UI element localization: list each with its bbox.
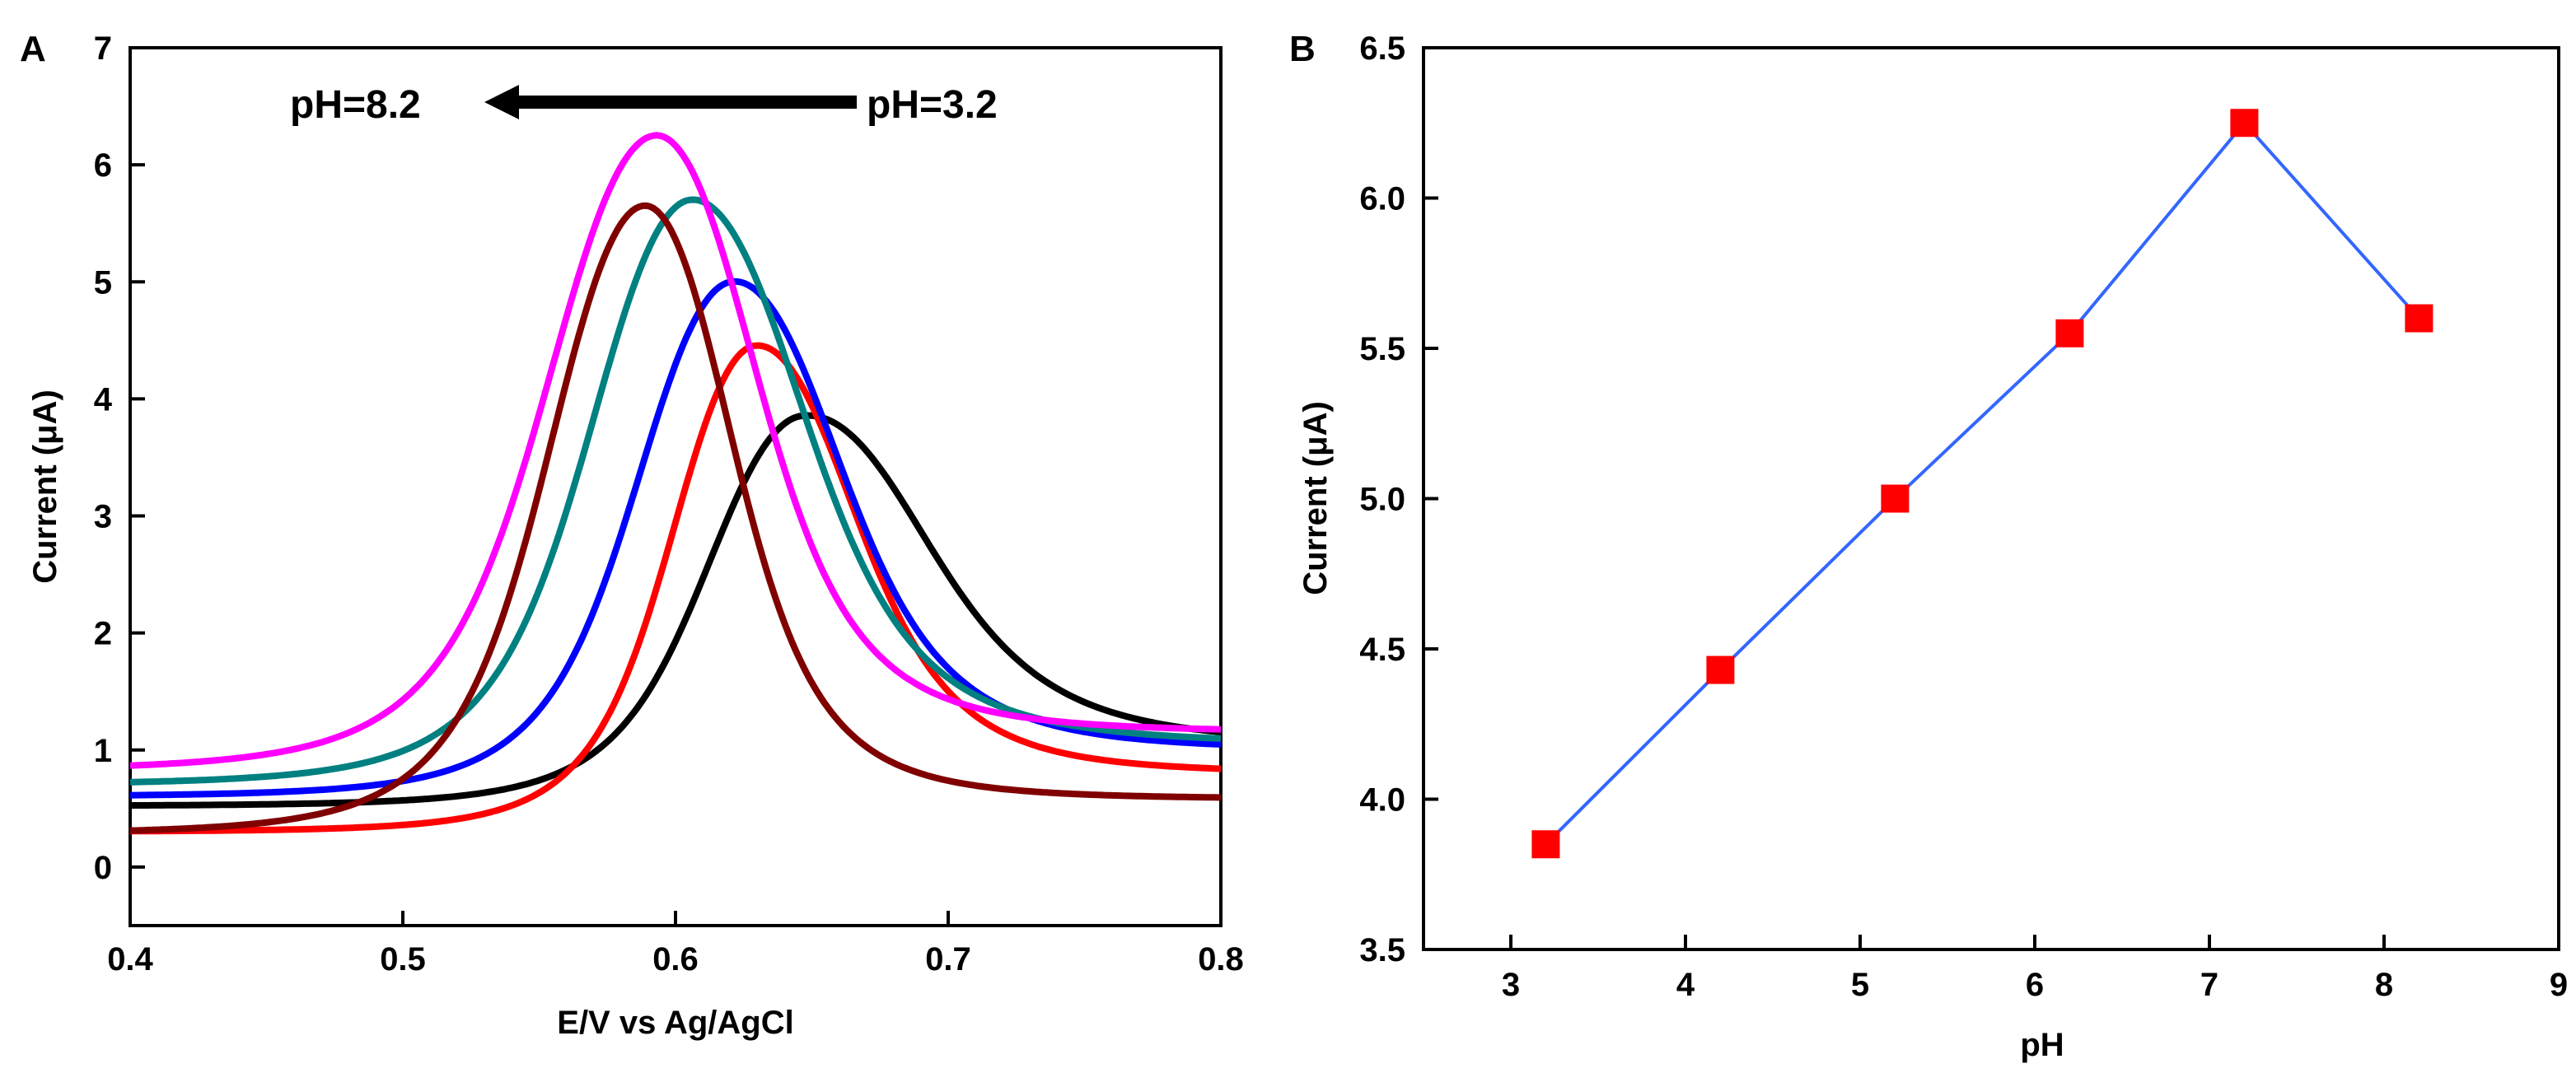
series-line-ph-4-2 [129, 342, 1222, 835]
series-line-ph-7-2 [129, 132, 1222, 769]
y-tick-label: 3 [94, 499, 112, 535]
panel-a-series [129, 132, 1222, 835]
x-tick-label: 3 [1502, 967, 1520, 1003]
panel-b: B 3 4 5 6 7 8 9 3.5 4.0 4.5 5.0 5.5 6.0 6.5 pH Curre… [1289, 29, 2568, 1063]
series-line-ph-8-2 [129, 202, 1221, 834]
x-tick-label: 7 [2200, 967, 2218, 1003]
y-tick-label: 5 [94, 264, 112, 301]
y-tick-label: 6 [94, 147, 112, 184]
panel-b-frame [1422, 46, 2560, 951]
y-tick-label: 4.0 [1359, 782, 1405, 819]
panel-b-label: B [1289, 29, 1316, 69]
y-tick-label: 3.5 [1359, 932, 1405, 968]
y-tick-label: 2 [94, 616, 112, 652]
panel-a: A 0.4 0.5 0.6 0.7 0.8 0 1 2 3 4 5 6 7 E/V vs Ag/AgC… [20, 29, 1244, 1041]
y-tick-label: 4 [94, 381, 113, 418]
y-tick-label: 5.0 [1359, 482, 1405, 518]
panel-a-x-axis: 0.4 0.5 0.6 0.7 0.8 [107, 911, 1244, 977]
y-tick-label: 6.0 [1359, 181, 1405, 217]
panel-b-y-axis: 3.5 4.0 4.5 5.0 5.5 6.0 6.5 [1359, 30, 1438, 968]
data-point-marker [1531, 830, 1560, 859]
y-tick-label: 6.5 [1359, 30, 1405, 67]
panel-a-x-axis-label: E/V vs Ag/AgCl [557, 1005, 793, 1041]
x-tick-label: 4 [1676, 967, 1695, 1003]
data-point-marker [2230, 109, 2259, 138]
x-tick-label: 0.7 [925, 941, 971, 977]
x-tick-label: 8 [2375, 967, 2393, 1003]
y-tick-label: 4.5 [1359, 632, 1405, 668]
annotation-right-text: pH=3.2 [867, 83, 998, 127]
data-point-marker [1706, 655, 1735, 684]
y-tick-label: 7 [94, 30, 112, 67]
series-line-ph-6-2 [129, 196, 1222, 786]
data-point-marker [2055, 319, 2084, 348]
x-tick-label: 0.4 [107, 941, 153, 977]
series-line [1544, 120, 2420, 846]
panel-a-y-axis-label: Current (μA) [27, 390, 63, 584]
panel-b-y-axis-label: Current (μA) [1297, 401, 1334, 595]
x-tick-label: 5 [1851, 967, 1869, 1003]
panel-b-x-axis-label: pH [2020, 1027, 2064, 1063]
x-tick-label: 0.6 [652, 941, 699, 977]
annotation-left-text: pH=8.2 [290, 83, 421, 127]
annotation-arrow-icon [484, 85, 857, 119]
x-tick-label: 6 [2026, 967, 2044, 1003]
y-tick-label: 1 [94, 733, 112, 769]
x-tick-label: 0.8 [1198, 941, 1244, 977]
panel-b-x-axis: 3 4 5 6 7 8 9 [1502, 935, 2568, 1003]
y-tick-label: 0 [94, 850, 112, 886]
panel-b-series [1531, 109, 2433, 859]
x-tick-label: 0.5 [380, 941, 426, 977]
x-tick-label: 9 [2550, 967, 2568, 1003]
series-line-ph-3-2 [129, 412, 1222, 809]
panel-a-label: A [20, 29, 46, 69]
data-point-marker [1881, 484, 1910, 513]
y-tick-label: 5.5 [1359, 331, 1405, 367]
panel-a-y-axis: 0 1 2 3 4 5 6 7 [94, 30, 145, 886]
data-point-marker [2405, 304, 2433, 333]
